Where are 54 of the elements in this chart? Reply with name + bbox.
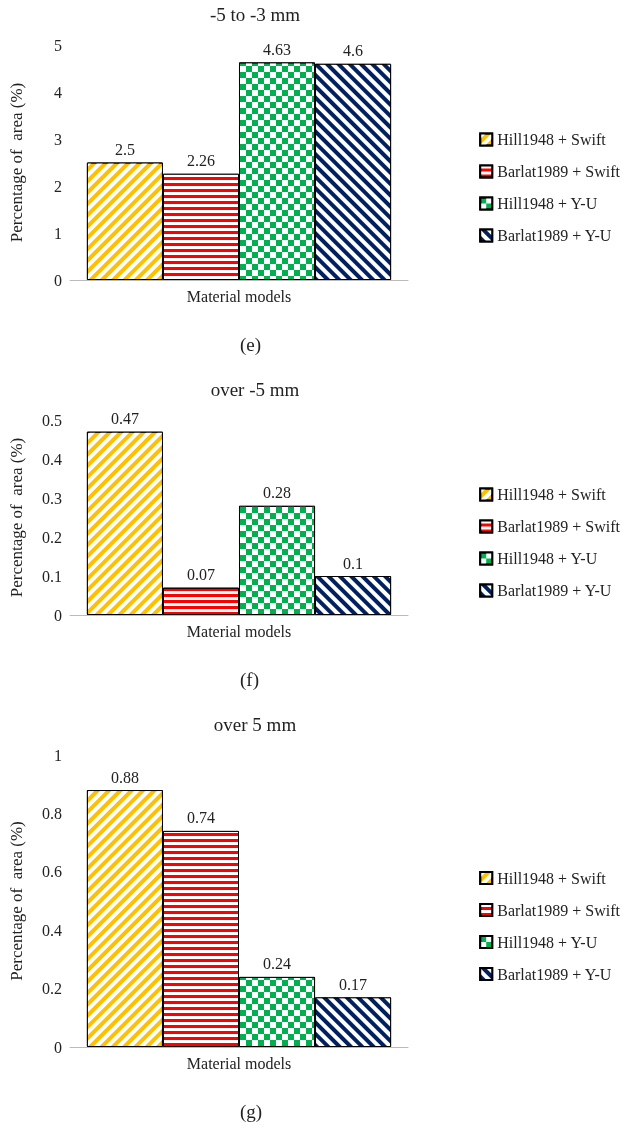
- y-tick-label: 0.1: [42, 567, 62, 585]
- data-label: 0.1: [343, 554, 364, 572]
- data-label: 0.07: [186, 566, 215, 584]
- y-axis-title: Percentage of area (%): [7, 437, 26, 598]
- data-label: 2.26: [186, 152, 215, 170]
- y-tick-label: 4: [54, 83, 62, 101]
- data-label: 4.63: [263, 40, 292, 58]
- legend-label: Barlat1989 + Y-U: [497, 227, 612, 244]
- legend-label: Hill1948 + Y-U: [497, 933, 598, 951]
- legend-label: Barlat1989 + Swift: [497, 901, 621, 919]
- y-tick-label: 0: [54, 1038, 62, 1056]
- x-tick-label: Material models: [186, 622, 292, 640]
- legend-label: Hill1948 + Y-U: [497, 195, 598, 212]
- data-label: 0.24: [263, 955, 292, 973]
- y-tick-label: 1: [54, 746, 62, 764]
- legend-label: Hill1948 + Swift: [497, 486, 607, 503]
- y-tick-label: 2: [54, 177, 62, 195]
- legend-label: Barlat1989 + Swift: [497, 163, 621, 180]
- legend-label: Hill1948 + Y-U: [497, 550, 598, 567]
- y-axis-title: Percentage of area (%): [7, 821, 26, 981]
- text: (f): [240, 669, 259, 691]
- y-tick-label: 0.2: [42, 528, 62, 546]
- legend-label: Barlat1989 + Y-U: [497, 965, 612, 983]
- y-tick-label: 0.6: [42, 863, 62, 881]
- y-tick-label: 5: [54, 36, 62, 54]
- data-label: 0.28: [263, 484, 292, 502]
- data-label: 4.6: [343, 42, 364, 60]
- y-tick-label: 3: [54, 130, 62, 148]
- legend-label: Hill1948 + Swift: [497, 869, 607, 887]
- y-tick-label: 0: [54, 606, 62, 624]
- text: (g): [240, 1101, 263, 1123]
- chart-title: over 5 mm: [213, 714, 297, 735]
- chart-title: -5 to -3 mm: [209, 4, 301, 25]
- y-tick-label: 0: [54, 271, 62, 289]
- x-tick-label: Material models: [186, 287, 292, 305]
- data-label: 0.74: [186, 809, 215, 827]
- data-label: 0.88: [110, 768, 139, 786]
- data-label: 0.47: [110, 410, 139, 428]
- data-label: 2.5: [114, 141, 135, 158]
- chart-title: over -5 mm: [210, 379, 300, 400]
- y-tick-label: 0.2: [42, 980, 62, 998]
- text: (e): [240, 334, 262, 356]
- data-label: 0.17: [339, 975, 368, 993]
- y-tick-label: 0.5: [42, 411, 62, 429]
- y-tick-label: 1: [54, 224, 62, 242]
- y-tick-label: 0.8: [42, 804, 62, 822]
- y-axis-title: Percentage of area (%): [7, 82, 26, 243]
- legend-label: Barlat1989 + Y-U: [497, 582, 612, 599]
- legend-label: Hill1948 + Swift: [497, 131, 607, 148]
- y-tick-label: 0.4: [42, 921, 62, 939]
- legend-label: Barlat1989 + Swift: [497, 518, 621, 535]
- x-tick-label: Material models: [186, 1054, 292, 1072]
- y-tick-label: 0.3: [42, 489, 62, 507]
- y-tick-label: 0.4: [42, 450, 62, 468]
